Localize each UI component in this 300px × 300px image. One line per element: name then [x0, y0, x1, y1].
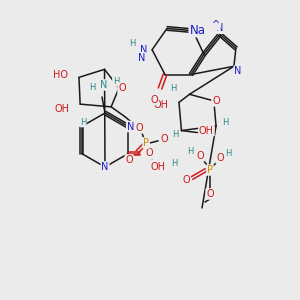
Text: N: N — [140, 45, 148, 55]
Text: H: H — [172, 130, 178, 140]
Text: N: N — [101, 162, 109, 172]
Text: P: P — [143, 138, 149, 148]
Text: N: N — [127, 122, 134, 131]
Text: H: H — [80, 118, 86, 127]
Text: O: O — [216, 153, 224, 163]
Text: O: O — [135, 123, 143, 133]
Text: H: H — [170, 84, 176, 93]
Text: H: H — [171, 159, 177, 168]
Text: H: H — [113, 76, 119, 85]
Text: N: N — [216, 23, 224, 33]
Text: N: N — [138, 53, 146, 63]
Text: OH: OH — [151, 162, 166, 172]
Text: H: H — [225, 149, 231, 158]
Text: H: H — [89, 82, 95, 91]
Text: O: O — [182, 175, 190, 185]
Text: OH: OH — [154, 100, 169, 110]
Text: O: O — [196, 151, 204, 161]
Text: ^: ^ — [212, 20, 220, 30]
Text: OH: OH — [55, 104, 70, 114]
Text: O: O — [118, 83, 126, 93]
Text: N: N — [234, 66, 242, 76]
Text: O: O — [212, 96, 220, 106]
Text: O: O — [160, 134, 168, 144]
Text: O: O — [206, 189, 214, 199]
Text: H: H — [222, 118, 229, 127]
Text: Na: Na — [190, 23, 206, 37]
Text: H: H — [129, 39, 135, 48]
Text: N: N — [189, 26, 197, 36]
Text: O: O — [146, 148, 153, 158]
Text: P: P — [207, 165, 213, 175]
Text: O: O — [150, 94, 158, 104]
Text: N: N — [100, 80, 108, 90]
Text: OH: OH — [199, 126, 214, 136]
Text: O: O — [125, 155, 133, 165]
Text: HO: HO — [53, 70, 68, 80]
Text: H: H — [187, 148, 193, 157]
